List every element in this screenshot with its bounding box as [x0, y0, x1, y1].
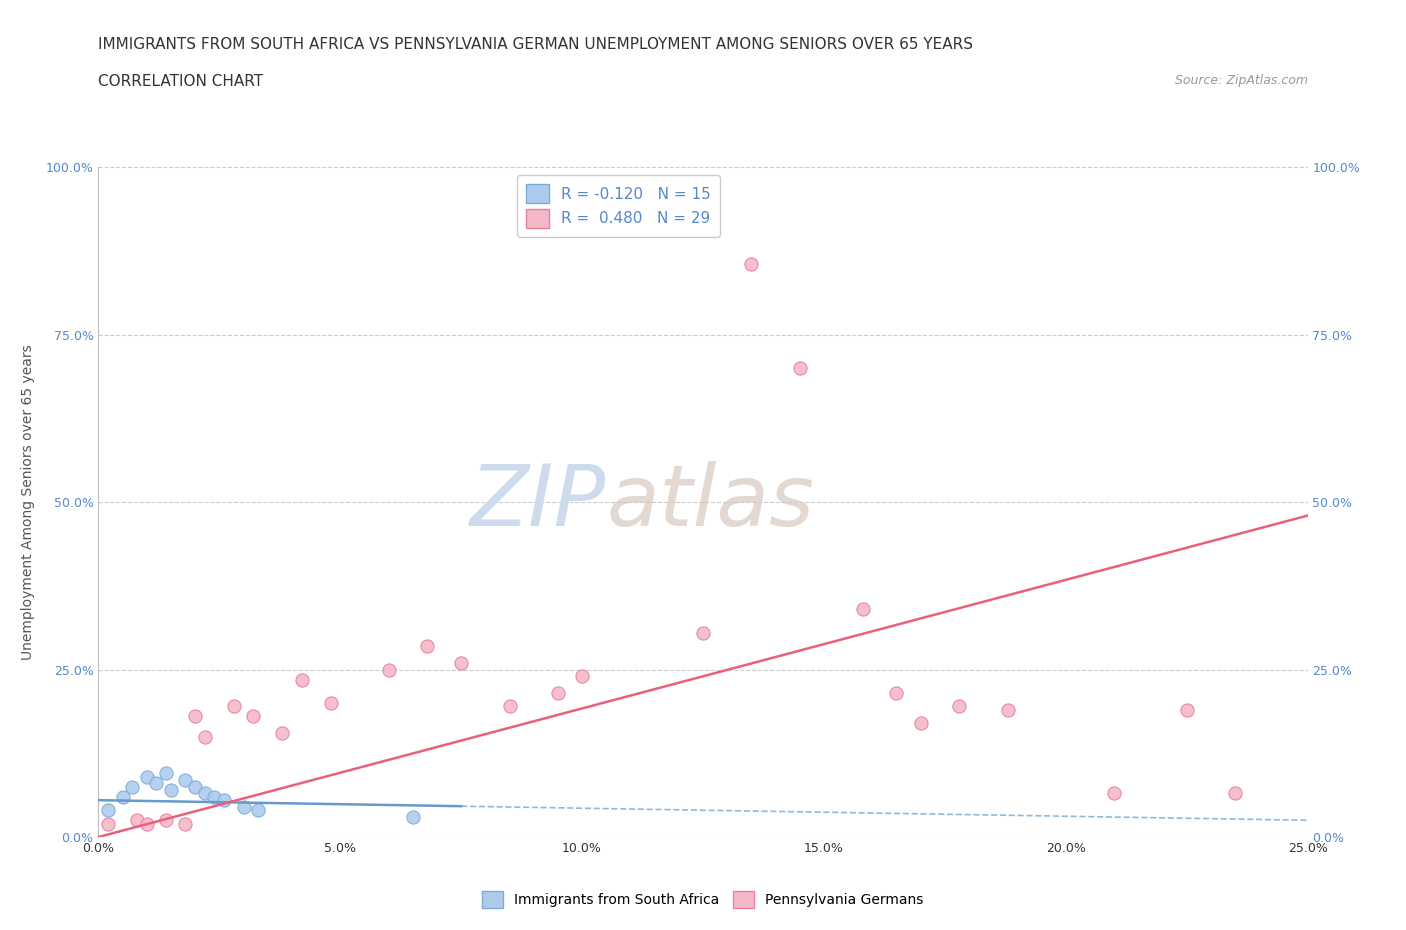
Point	[377, 662, 399, 677]
Point	[212, 792, 235, 807]
Text: ZIP: ZIP	[470, 460, 606, 544]
Text: Source: ZipAtlas.com: Source: ZipAtlas.com	[1174, 74, 1308, 87]
Legend: R = -0.120   N = 15, R =  0.480   N = 29: R = -0.120 N = 15, R = 0.480 N = 29	[517, 175, 720, 237]
Point	[222, 699, 245, 714]
Point	[547, 685, 569, 700]
Point	[498, 699, 520, 714]
Point	[242, 709, 264, 724]
Point	[271, 725, 294, 740]
Y-axis label: Unemployment Among Seniors over 65 years: Unemployment Among Seniors over 65 years	[21, 344, 35, 660]
Point	[97, 803, 120, 817]
Point	[997, 702, 1019, 717]
Point	[174, 773, 197, 788]
Point	[852, 602, 875, 617]
Text: IMMIGRANTS FROM SOUTH AFRICA VS PENNSYLVANIA GERMAN UNEMPLOYMENT AMONG SENIORS O: IMMIGRANTS FROM SOUTH AFRICA VS PENNSYLV…	[98, 37, 973, 52]
Point	[121, 779, 143, 794]
Point	[135, 817, 157, 831]
Point	[886, 685, 908, 700]
Point	[450, 656, 472, 671]
Point	[319, 696, 342, 711]
Point	[948, 699, 970, 714]
Point	[740, 257, 762, 272]
Point	[232, 800, 254, 815]
Point	[1102, 786, 1125, 801]
Legend: Immigrants from South Africa, Pennsylvania Germans: Immigrants from South Africa, Pennsylvan…	[477, 885, 929, 914]
Text: CORRELATION CHART: CORRELATION CHART	[98, 74, 263, 89]
Point	[184, 709, 207, 724]
Point	[135, 769, 157, 784]
Point	[127, 813, 149, 828]
Point	[194, 729, 217, 744]
Point	[111, 790, 134, 804]
Point	[247, 803, 270, 817]
Point	[692, 625, 714, 640]
Point	[155, 813, 177, 828]
Point	[910, 716, 932, 731]
Point	[184, 779, 207, 794]
Point	[160, 783, 183, 798]
Point	[1223, 786, 1246, 801]
Point	[1175, 702, 1198, 717]
Point	[416, 639, 439, 654]
Point	[402, 809, 425, 824]
Point	[145, 776, 167, 790]
Point	[194, 786, 217, 801]
Point	[97, 817, 120, 831]
Text: atlas: atlas	[606, 460, 814, 544]
Point	[174, 817, 197, 831]
Point	[789, 361, 811, 376]
Point	[571, 669, 593, 684]
Point	[204, 790, 226, 804]
Point	[290, 672, 312, 687]
Point	[155, 766, 177, 781]
